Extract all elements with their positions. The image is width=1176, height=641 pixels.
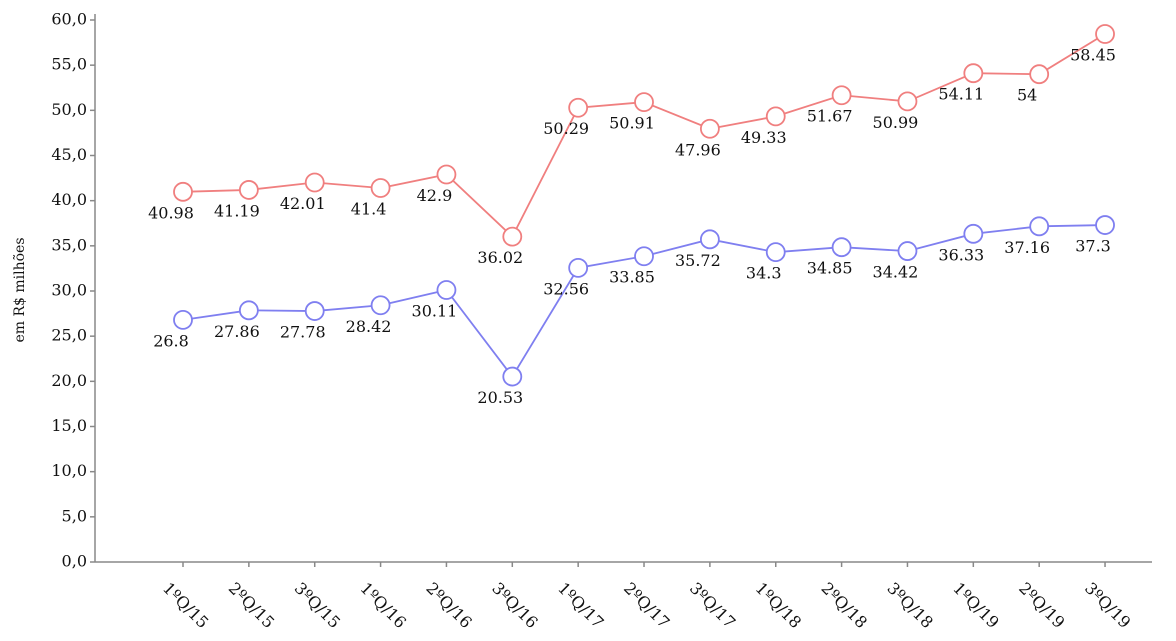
- x-tick-label: 1ºQ/15: [159, 579, 212, 632]
- x-tick-label: 2ºQ/17: [620, 579, 673, 632]
- x-tick-label: 1ºQ/17: [554, 579, 607, 632]
- point: [238, 180, 259, 200]
- x-tick-label: 3ºQ/15: [291, 579, 344, 632]
- x-tick-label: 2ºQ/18: [818, 579, 871, 632]
- data-label: 47.96: [675, 140, 721, 159]
- point: [831, 237, 852, 258]
- data-label: 58.45: [1070, 46, 1116, 65]
- x-tick-label: 2ºQ/16: [422, 579, 475, 632]
- data-label: 41.19: [214, 201, 260, 220]
- point: [370, 178, 391, 198]
- point: [963, 223, 984, 244]
- point: [765, 242, 786, 263]
- y-tick-label: 0,0: [62, 552, 87, 571]
- point: [370, 295, 391, 316]
- data-label: 50.99: [873, 113, 919, 132]
- point: [502, 366, 523, 387]
- point: [699, 118, 720, 139]
- data-label: 54.11: [938, 85, 984, 104]
- data-label: 41.4: [351, 200, 387, 219]
- y-tick-label: 60,0: [51, 10, 87, 29]
- data-label: 42.01: [280, 194, 326, 213]
- y-tick-label: 5,0: [62, 506, 87, 525]
- data-label: 51.67: [807, 107, 853, 126]
- data-label: 49.33: [741, 128, 787, 147]
- y-tick-label: 20,0: [51, 371, 87, 390]
- point: [436, 280, 457, 300]
- x-tick-label: 1ºQ/19: [949, 579, 1002, 632]
- data-label: 37.16: [1004, 238, 1050, 257]
- y-tick-label: 50,0: [51, 100, 87, 119]
- point: [897, 241, 918, 261]
- point: [436, 164, 457, 185]
- data-label: 30.11: [412, 302, 458, 321]
- x-tick-label: 3ºQ/19: [1081, 579, 1134, 632]
- point: [634, 92, 654, 113]
- data-label: 34.85: [807, 259, 853, 278]
- data-label: 28.42: [346, 317, 392, 336]
- point: [502, 226, 523, 247]
- data-label: 50.29: [543, 119, 589, 138]
- y-tick-label: 40,0: [51, 190, 87, 209]
- point: [699, 229, 720, 250]
- y-tick-label: 35,0: [51, 235, 87, 254]
- y-tick-label: 10,0: [51, 461, 87, 480]
- point: [173, 181, 193, 202]
- point: [304, 172, 325, 193]
- point: [173, 310, 193, 330]
- data-label: 27.86: [214, 322, 260, 341]
- point: [634, 246, 654, 267]
- point: [304, 301, 325, 321]
- point: [238, 300, 259, 321]
- point: [568, 97, 589, 118]
- data-label: 42.9: [417, 186, 453, 205]
- point: [1095, 24, 1115, 44]
- data-label: 35.72: [675, 251, 721, 270]
- point: [963, 63, 984, 84]
- x-tick-label: 2ºQ/19: [1015, 579, 1068, 632]
- point: [765, 106, 786, 127]
- data-label: 54: [1017, 86, 1037, 105]
- y-tick-label: 25,0: [51, 326, 87, 345]
- x-tick-label: 3ºQ/16: [488, 579, 541, 632]
- point: [1029, 216, 1050, 237]
- x-tick-label: 1ºQ/16: [357, 579, 410, 632]
- data-label: 20.53: [477, 388, 523, 407]
- data-label: 27.78: [280, 323, 326, 342]
- y-axis-label: em R$ milhões: [12, 237, 28, 342]
- data-label: 34.3: [746, 264, 782, 283]
- x-tick-label: 2ºQ/15: [225, 579, 278, 632]
- x-tick-label: 3ºQ/18: [883, 579, 936, 632]
- data-label: 50.91: [609, 114, 655, 133]
- data-label: 34.42: [873, 263, 919, 282]
- y-tick-label: 55,0: [51, 55, 87, 74]
- point: [897, 91, 918, 112]
- data-label: 26.8: [153, 331, 189, 350]
- data-label: 36.33: [938, 245, 984, 264]
- x-tick-label: 1ºQ/18: [752, 579, 805, 632]
- point: [831, 85, 852, 106]
- point: [568, 257, 589, 278]
- data-label: 32.56: [543, 279, 589, 298]
- point: [1029, 64, 1050, 85]
- data-label: 37.3: [1075, 237, 1111, 256]
- data-label: 36.02: [477, 248, 523, 267]
- y-tick-label: 45,0: [51, 145, 87, 164]
- point: [1095, 215, 1115, 235]
- x-tick-label: 3ºQ/17: [686, 579, 739, 632]
- data-label: 33.85: [609, 268, 655, 287]
- y-tick-label: 15,0: [51, 416, 87, 435]
- data-label: 40.98: [148, 203, 194, 222]
- y-tick-label: 30,0: [51, 281, 87, 300]
